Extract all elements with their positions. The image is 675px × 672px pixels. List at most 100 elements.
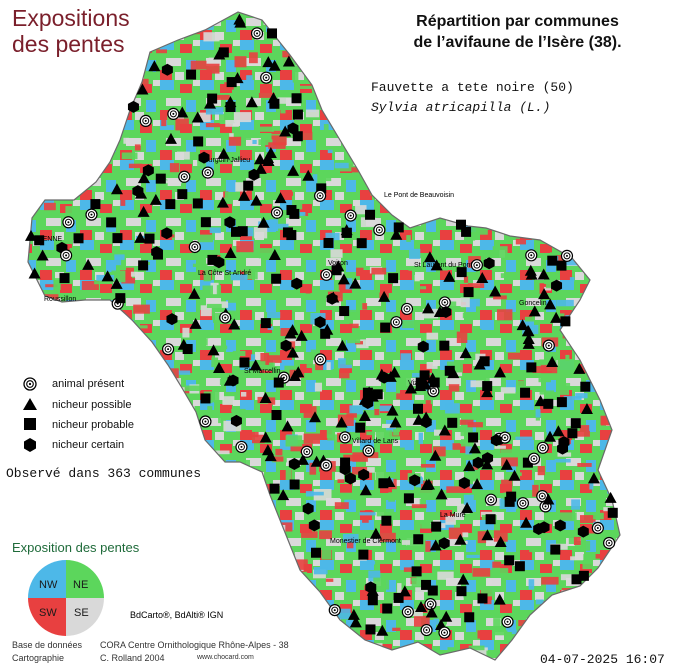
marker-nicheur-possible	[277, 489, 290, 501]
marker-nicheur-possible	[481, 458, 494, 470]
terrain-patch	[572, 151, 583, 160]
terrain-patch	[433, 618, 439, 625]
terrain-patch	[412, 148, 425, 154]
terrain-patch	[500, 273, 516, 278]
marker-nicheur-possible	[332, 260, 345, 272]
terrain-patch	[376, 509, 394, 517]
marker-nicheur-certain	[362, 396, 374, 409]
marker-nicheur-possible	[268, 59, 281, 71]
terrain-patch	[303, 433, 320, 444]
terrain-patch	[385, 355, 400, 360]
terrain-patch	[445, 516, 456, 525]
terrain-patch	[535, 409, 541, 418]
terrain-patch	[121, 277, 136, 284]
terrain-patch	[258, 92, 275, 98]
terrain-patch	[594, 154, 611, 161]
terrain-patch	[568, 536, 578, 544]
terrain-patch	[636, 17, 649, 23]
terrain-patch	[433, 446, 446, 457]
terrain-patch	[344, 499, 354, 510]
terrain-patch	[59, 151, 75, 164]
terrain-patch	[189, 659, 208, 660]
marker-nicheur-certain	[248, 168, 260, 181]
terrain-patch	[71, 491, 84, 497]
marker-nicheur-probable	[381, 515, 392, 526]
terrain-patch	[588, 128, 606, 133]
terrain-patch	[622, 210, 633, 221]
terrain-patch	[60, 501, 70, 507]
terrain-patch	[360, 217, 376, 228]
marker-nicheur-possible	[250, 194, 263, 206]
terrain-patch	[601, 63, 609, 76]
terrain-patch	[284, 365, 299, 371]
marker-nicheur-probable	[468, 432, 479, 443]
place-label: St Marcellin	[244, 368, 281, 375]
terrain-patch	[461, 532, 469, 538]
terrain-patch	[396, 393, 411, 400]
marker-nicheur-possible	[228, 318, 241, 330]
terrain-patch	[511, 210, 522, 222]
marker-nicheur-probable	[485, 514, 496, 525]
marker-nicheur-possible	[234, 16, 247, 28]
terrain-patch	[214, 469, 220, 480]
terrain-patch	[100, 102, 106, 110]
terrain-patch	[121, 593, 137, 599]
marker-nicheur-probable	[461, 226, 472, 237]
terrain-patch	[279, 585, 291, 592]
terrain-patch	[363, 467, 375, 473]
place-label: Le Pont de Beauvoisin	[384, 192, 455, 199]
terrain-patch	[303, 406, 317, 418]
marker-nicheur-possible	[544, 430, 557, 442]
terrain-patch	[71, 324, 80, 335]
terrain-patch	[339, 369, 350, 379]
terrain-patch	[200, 305, 212, 317]
terrain-patch	[589, 329, 605, 335]
marker-nicheur-possible	[213, 362, 226, 374]
terrain-patch	[180, 652, 198, 660]
terrain-patch	[346, 413, 357, 418]
terrain-patch	[517, 1, 535, 4]
marker-nicheur-possible	[425, 606, 438, 618]
pie-label-sw: SW	[39, 607, 57, 619]
marker-animal-present	[424, 598, 437, 611]
terrain-patch	[337, 414, 354, 426]
marker-nicheur-probable	[365, 624, 376, 635]
terrain-patch	[634, 555, 648, 564]
pie-label-nw: NW	[39, 579, 58, 591]
marker-animal-present	[527, 452, 541, 465]
terrain-patch	[313, 567, 328, 575]
marker-nicheur-probable	[320, 328, 331, 339]
terrain-patch	[28, 487, 36, 500]
terrain-patch	[362, 303, 368, 310]
marker-animal-present	[438, 626, 451, 639]
terrain-patch	[607, 131, 620, 136]
marker-nicheur-certain	[227, 374, 239, 387]
terrain-patch	[28, 121, 35, 129]
marker-nicheur-possible	[349, 277, 362, 289]
terrain-patch	[32, 368, 47, 375]
terrain-patch	[275, 448, 283, 456]
terrain-patch	[225, 120, 239, 127]
marker-nicheur-probable	[207, 93, 218, 104]
terrain-patch	[340, 492, 358, 499]
terrain-patch	[207, 402, 213, 412]
terrain-patch	[647, 367, 656, 371]
terrain-patch	[178, 480, 196, 487]
marker-nicheur-probable	[289, 479, 300, 490]
copyright-ign: BdCarto®, BdAlti® IGN	[130, 610, 224, 620]
marker-nicheur-possible	[137, 205, 150, 217]
terrain-patch	[270, 223, 289, 229]
terrain-patch	[622, 574, 639, 580]
terrain-patch	[501, 479, 513, 489]
marker-nicheur-probable	[393, 222, 404, 233]
terrain-patch	[332, 369, 338, 373]
terrain-patch	[653, 289, 664, 301]
terrain-patch	[197, 604, 207, 608]
terrain-patch	[560, 574, 578, 581]
terrain-patch	[640, 373, 654, 378]
terrain-patch	[639, 585, 655, 597]
terrain-patch	[595, 55, 607, 64]
place-label: St Laurent du Pont	[414, 262, 473, 269]
terrain-patch	[567, 100, 586, 108]
